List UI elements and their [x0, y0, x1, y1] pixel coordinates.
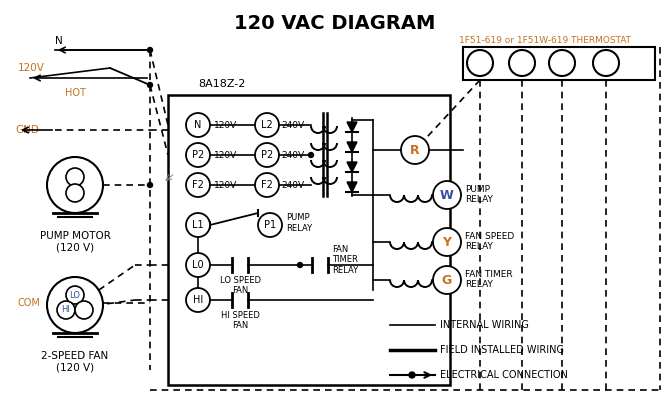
Circle shape [47, 157, 103, 213]
Text: L2: L2 [261, 120, 273, 130]
Text: FAN SPEED
RELAY: FAN SPEED RELAY [465, 232, 515, 251]
Text: 240V: 240V [281, 121, 304, 129]
Circle shape [66, 168, 84, 186]
Circle shape [258, 213, 282, 237]
Polygon shape [347, 122, 357, 132]
Polygon shape [347, 142, 357, 152]
Circle shape [186, 143, 210, 167]
Circle shape [433, 228, 461, 256]
Circle shape [66, 286, 84, 304]
Text: W: W [440, 189, 454, 202]
Circle shape [186, 288, 210, 312]
Text: P2: P2 [261, 150, 273, 160]
Text: HOT: HOT [65, 88, 86, 98]
Text: GND: GND [15, 125, 39, 135]
Circle shape [186, 173, 210, 197]
Circle shape [75, 301, 93, 319]
Text: PUMP
RELAY: PUMP RELAY [465, 185, 493, 204]
Polygon shape [347, 182, 357, 192]
Circle shape [147, 83, 153, 88]
Text: F2: F2 [192, 180, 204, 190]
Text: 8A18Z-2: 8A18Z-2 [198, 79, 245, 89]
Text: L1: L1 [192, 220, 204, 230]
Text: PUMP
RELAY: PUMP RELAY [286, 213, 312, 233]
Polygon shape [347, 162, 357, 172]
Text: F2: F2 [261, 180, 273, 190]
FancyBboxPatch shape [463, 47, 655, 80]
Text: 240V: 240V [281, 181, 304, 189]
Circle shape [297, 262, 302, 267]
Text: Y: Y [557, 57, 567, 70]
Text: W: W [515, 57, 529, 70]
Circle shape [186, 113, 210, 137]
Text: HI: HI [193, 295, 203, 305]
Circle shape [433, 181, 461, 209]
Circle shape [255, 173, 279, 197]
Circle shape [401, 136, 429, 164]
Circle shape [593, 50, 619, 76]
Text: HI SPEED
FAN: HI SPEED FAN [220, 311, 259, 331]
Text: 120V: 120V [18, 63, 45, 73]
Text: PUMP MOTOR
(120 V): PUMP MOTOR (120 V) [40, 231, 111, 253]
Text: 1F51-619 or 1F51W-619 THERMOSTAT: 1F51-619 or 1F51W-619 THERMOSTAT [459, 36, 631, 44]
Text: HI: HI [62, 305, 70, 315]
Circle shape [467, 50, 493, 76]
Text: P2: P2 [192, 150, 204, 160]
Circle shape [66, 184, 84, 202]
Text: COM: COM [17, 298, 40, 308]
Circle shape [147, 47, 153, 52]
Text: FAN
TIMER
RELAY: FAN TIMER RELAY [332, 245, 358, 275]
Text: Y: Y [442, 235, 452, 248]
Text: LO SPEED
FAN: LO SPEED FAN [220, 276, 261, 295]
Text: 2-SPEED FAN
(120 V): 2-SPEED FAN (120 V) [42, 351, 109, 372]
Text: R: R [475, 57, 485, 70]
Circle shape [255, 113, 279, 137]
Text: R: R [410, 143, 420, 157]
FancyBboxPatch shape [168, 95, 450, 385]
Text: FIELD INSTALLED WIRING: FIELD INSTALLED WIRING [440, 345, 564, 355]
Text: N: N [194, 120, 202, 130]
Circle shape [549, 50, 575, 76]
Circle shape [255, 143, 279, 167]
Circle shape [47, 277, 103, 333]
Circle shape [57, 301, 75, 319]
Text: 120 VAC DIAGRAM: 120 VAC DIAGRAM [234, 14, 436, 33]
Circle shape [308, 153, 314, 158]
Text: G: G [442, 274, 452, 287]
Text: ELECTRICAL CONNECTION: ELECTRICAL CONNECTION [440, 370, 568, 380]
Circle shape [433, 266, 461, 294]
Text: P1: P1 [264, 220, 276, 230]
Text: 120V: 120V [214, 181, 237, 189]
Text: FAN TIMER
RELAY: FAN TIMER RELAY [465, 270, 513, 290]
Circle shape [147, 183, 153, 187]
Circle shape [409, 372, 415, 378]
Circle shape [186, 253, 210, 277]
Text: INTERNAL WIRING: INTERNAL WIRING [440, 320, 529, 330]
Text: 120V: 120V [214, 121, 237, 129]
Circle shape [186, 213, 210, 237]
Circle shape [509, 50, 535, 76]
Text: L0: L0 [192, 260, 204, 270]
Text: N: N [55, 36, 63, 46]
Text: 120V: 120V [214, 150, 237, 160]
Text: 240V: 240V [281, 150, 304, 160]
Text: LO: LO [70, 290, 80, 300]
Text: G: G [601, 57, 611, 70]
